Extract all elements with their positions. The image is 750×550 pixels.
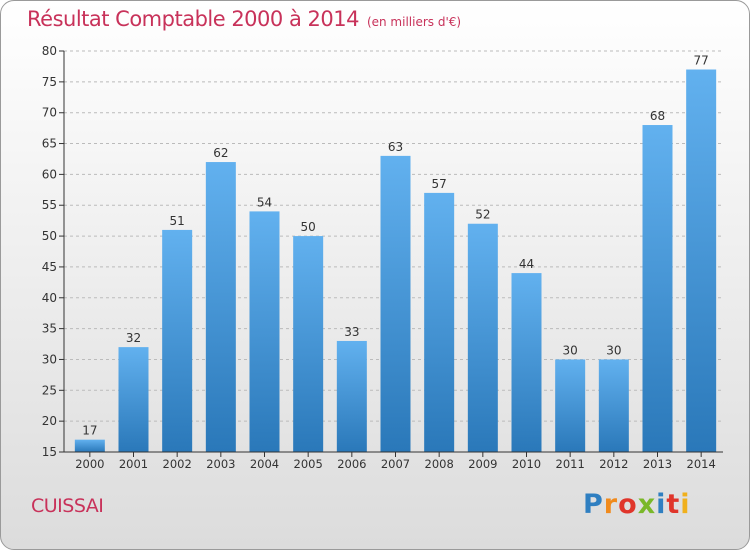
commune-name: CUISSAI bbox=[31, 495, 104, 517]
bar-2000 bbox=[74, 439, 105, 452]
logo-letter-5: t bbox=[666, 489, 681, 520]
bar-2002 bbox=[162, 229, 193, 452]
y-tick-label-40: 40 bbox=[42, 291, 57, 305]
logo-letter-0: P bbox=[583, 489, 604, 520]
y-tick-label-30: 30 bbox=[42, 352, 57, 366]
axes bbox=[63, 51, 723, 453]
logo-letter-1: r bbox=[603, 489, 619, 520]
y-tick-label-25: 25 bbox=[42, 383, 57, 397]
y-tick-label-75: 75 bbox=[42, 75, 57, 89]
bar-2012 bbox=[598, 359, 629, 452]
y-tick-label-80: 80 bbox=[42, 44, 57, 58]
x-tick-label-2013: 2013 bbox=[643, 457, 672, 471]
bar-value-label-2014: 77 bbox=[694, 54, 709, 68]
x-axis-ticks: 2000 2001 2002 2003 2004 2005 2006 2007 2008 2009… bbox=[75, 452, 716, 471]
bar-2006 bbox=[336, 340, 367, 452]
logo-letter-2: o bbox=[618, 489, 638, 520]
bar-2011 bbox=[555, 359, 586, 452]
y-tick-label-50: 50 bbox=[42, 229, 57, 243]
bar-value-label-2011: 30 bbox=[563, 343, 578, 357]
bar-value-label-2003: 62 bbox=[213, 146, 228, 160]
bar-value-label-2001: 32 bbox=[126, 331, 141, 345]
logo-letter-3: x bbox=[637, 489, 657, 520]
y-tick-label-55: 55 bbox=[42, 198, 57, 212]
x-tick-label-2005: 2005 bbox=[294, 457, 323, 471]
bar-2013 bbox=[642, 125, 673, 453]
bars: 17 32 51 62 54 50 33 63 57 52 44 30 30 68 77 bbox=[74, 54, 717, 453]
bar-2007 bbox=[380, 155, 411, 452]
bar-value-label-2000: 17 bbox=[82, 424, 97, 438]
y-tick-label-45: 45 bbox=[42, 260, 57, 274]
bar-value-label-2006: 33 bbox=[344, 325, 359, 339]
bar-value-label-2009: 52 bbox=[475, 208, 490, 222]
bar-2014 bbox=[686, 69, 717, 452]
y-tick-label-35: 35 bbox=[42, 322, 57, 336]
bar-value-label-2012: 30 bbox=[606, 343, 621, 357]
x-tick-label-2008: 2008 bbox=[425, 457, 454, 471]
y-tick-label-20: 20 bbox=[42, 414, 57, 428]
bar-2003 bbox=[205, 162, 236, 453]
y-axis-ticks: 15 20 25 30 35 40 45 50 55 60 65 70 75 80 bbox=[42, 44, 64, 459]
bar-2010 bbox=[511, 273, 542, 452]
x-tick-label-2011: 2011 bbox=[556, 457, 585, 471]
x-tick-label-2002: 2002 bbox=[163, 457, 192, 471]
x-tick-label-2009: 2009 bbox=[468, 457, 497, 471]
y-tick-label-15: 15 bbox=[42, 445, 57, 459]
y-tick-label-65: 65 bbox=[42, 137, 57, 151]
bar-value-label-2013: 68 bbox=[650, 109, 665, 123]
logo-letter-4: i bbox=[656, 489, 667, 520]
x-tick-label-2014: 2014 bbox=[687, 457, 716, 471]
bar-2009 bbox=[467, 223, 498, 452]
bar-value-label-2010: 44 bbox=[519, 257, 534, 271]
x-tick-label-2003: 2003 bbox=[206, 457, 235, 471]
bar-value-label-2002: 51 bbox=[170, 214, 185, 228]
x-tick-label-2012: 2012 bbox=[599, 457, 628, 471]
bar-value-label-2007: 63 bbox=[388, 140, 403, 154]
logo-letter-6: i bbox=[680, 489, 691, 520]
x-tick-label-2001: 2001 bbox=[119, 457, 148, 471]
y-tick-label-60: 60 bbox=[42, 167, 57, 181]
bar-2001 bbox=[118, 347, 149, 452]
x-tick-label-2007: 2007 bbox=[381, 457, 410, 471]
bar-2004 bbox=[249, 211, 280, 452]
x-tick-label-2004: 2004 bbox=[250, 457, 279, 471]
chart-title: Résultat Comptable 2000 à 2014 bbox=[27, 7, 359, 31]
x-tick-label-2000: 2000 bbox=[75, 457, 104, 471]
bar-value-label-2004: 54 bbox=[257, 195, 272, 209]
bar-2005 bbox=[293, 236, 324, 452]
chart-title-block: Résultat Comptable 2000 à 2014 (en millie… bbox=[27, 7, 461, 31]
bar-value-label-2008: 57 bbox=[432, 177, 447, 191]
bar-2008 bbox=[424, 192, 455, 452]
x-tick-label-2006: 2006 bbox=[337, 457, 366, 471]
chart-subtitle: (en milliers d'€) bbox=[366, 15, 462, 29]
y-tick-label-70: 70 bbox=[42, 106, 57, 120]
proxiti-logo: Proxiti bbox=[583, 489, 691, 520]
bar-value-label-2005: 50 bbox=[301, 220, 316, 234]
x-tick-label-2010: 2010 bbox=[512, 457, 541, 471]
